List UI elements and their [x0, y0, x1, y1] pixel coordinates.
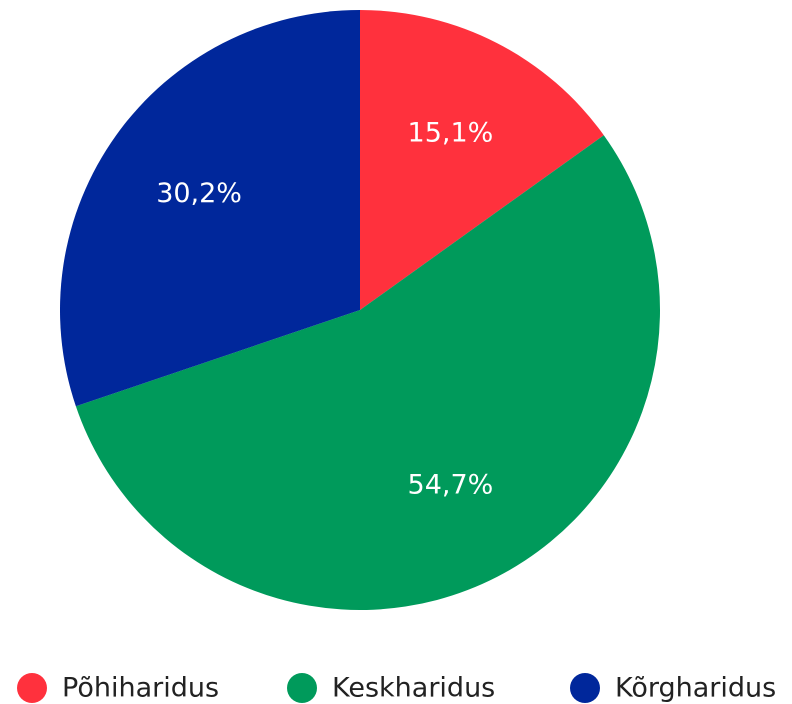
- legend-label: Põhiharidus: [62, 673, 219, 704]
- pie-slice: [75, 135, 660, 610]
- legend-swatch: [17, 673, 47, 703]
- legend-swatch: [570, 673, 600, 703]
- pie-slice: [360, 10, 604, 310]
- legend-label: Kõrgharidus: [615, 673, 776, 704]
- slice-label: 15,1%: [408, 117, 494, 148]
- legend-swatch: [287, 673, 317, 703]
- slice-label: 54,7%: [408, 470, 494, 501]
- pie-slice: [59, 10, 360, 407]
- slice-label: 30,2%: [156, 178, 242, 209]
- legend-label: Keskharidus: [332, 673, 495, 704]
